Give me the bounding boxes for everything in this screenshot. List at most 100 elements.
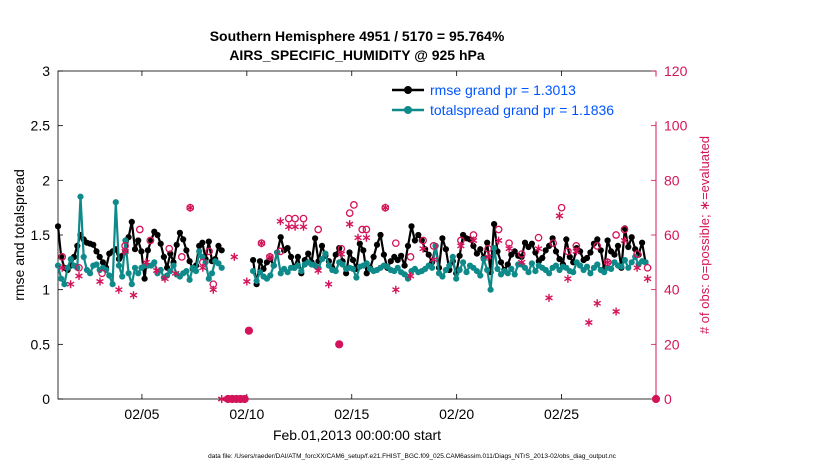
spread-point — [429, 264, 436, 271]
rmse-point — [401, 262, 408, 269]
obs-evaluated-marker — [152, 266, 161, 275]
spread-point — [363, 260, 370, 267]
legend-marker-rmse — [404, 86, 412, 94]
y-right-tick-label: 20 — [664, 336, 680, 352]
rmse-point — [256, 258, 264, 265]
spread-point — [487, 286, 494, 293]
obs-zero-marker — [244, 326, 253, 335]
rmse-point — [415, 231, 422, 239]
spread-point — [504, 270, 511, 277]
spread-point — [460, 259, 467, 266]
obs-evaluated-marker — [457, 241, 465, 250]
spread-point — [196, 248, 203, 255]
spread-point — [106, 272, 113, 279]
obs-evaluated-marker — [545, 293, 553, 302]
obs-evaluated-marker — [230, 252, 239, 261]
rmse-point — [477, 246, 484, 253]
y-tick-label: 0 — [42, 391, 50, 407]
spread-point — [473, 268, 480, 275]
legend-label-spread: totalspread grand pr = 1.1836 — [430, 102, 614, 118]
spread-point — [491, 245, 498, 252]
spread-point — [432, 242, 439, 249]
legend-marker-spread — [404, 106, 412, 114]
rmse-point — [312, 235, 319, 242]
obs-evaluated-marker — [593, 299, 602, 308]
rmse-point — [456, 252, 463, 259]
spread-point — [521, 264, 529, 271]
spread-point — [394, 264, 401, 271]
obs-possible-marker — [484, 244, 492, 253]
spread-point — [583, 263, 591, 270]
rmse-point — [199, 239, 206, 246]
rmse-point — [138, 248, 145, 255]
y-tick-label: 1 — [42, 282, 50, 298]
spread-point — [277, 270, 284, 277]
legend: rmse grand pr = 1.3013 totalspread grand… — [387, 76, 661, 122]
obs-possible-marker — [299, 214, 308, 223]
x-tick-label: 02/25 — [544, 406, 579, 422]
y-right-tick-label: 60 — [664, 227, 680, 243]
obs-evaluated-marker — [354, 233, 362, 242]
rmse-point — [131, 246, 139, 253]
spread-point — [477, 272, 484, 279]
spread-point — [54, 262, 62, 269]
spread-point — [253, 277, 260, 284]
spread-point — [577, 262, 584, 269]
obs-evaluated-marker — [345, 220, 354, 229]
rmse-point — [305, 250, 312, 257]
rmse-point — [470, 242, 477, 249]
rmse-point — [250, 257, 257, 264]
spread-point — [618, 263, 625, 270]
obs-zero-marker — [240, 394, 249, 404]
spread-point — [167, 268, 174, 275]
spread-point — [131, 264, 139, 271]
spread-point — [93, 261, 100, 268]
spread-point — [353, 274, 360, 281]
spread-point — [284, 269, 291, 276]
rmse-point — [141, 275, 148, 282]
rmse-point — [349, 257, 357, 264]
spread-point — [439, 273, 446, 280]
obs-possible-marker — [593, 242, 602, 250]
rmse-point — [128, 218, 135, 225]
obs-possible-marker — [620, 225, 629, 234]
obs-evaluated-marker — [129, 291, 138, 300]
obs-evaluated-marker — [142, 258, 150, 267]
y-right-tick-label: 100 — [664, 118, 688, 134]
obs-possible-marker — [276, 247, 285, 256]
rmse-point — [473, 250, 480, 257]
rmse-point — [380, 251, 387, 258]
obs-possible-marker — [564, 247, 572, 256]
rmse-point — [294, 253, 301, 260]
rmse-point — [532, 249, 539, 256]
obs-evaluated-marker — [284, 222, 293, 231]
obs-possible-marker — [177, 253, 186, 261]
rmse-point — [611, 251, 618, 258]
obs-evaluated-marker — [186, 203, 195, 212]
obs-possible-marker — [314, 225, 323, 234]
spread-point — [199, 253, 206, 260]
obs-possible-marker — [358, 225, 367, 234]
data-file-footnote: data file: /Users/raeder/DAI/ATM_forcXX/… — [208, 453, 617, 460]
obs-evaluated-marker — [96, 277, 104, 286]
obs-evaluated-marker — [494, 236, 503, 245]
spread-point — [332, 268, 339, 275]
spread-point — [349, 265, 357, 272]
y-axis-label-right: # of obs: o=possible; ∗=evaluated — [697, 136, 712, 334]
rmse-point — [411, 237, 418, 244]
spread-point — [128, 281, 135, 288]
spread-point — [608, 265, 615, 272]
obs-evaluated-marker — [58, 263, 67, 272]
rmse-point — [528, 240, 536, 247]
obs-possible-marker — [345, 209, 354, 217]
spread-point — [109, 281, 116, 288]
rmse-point — [54, 223, 62, 230]
obs-possible-marker — [549, 239, 558, 248]
rmse-point — [639, 239, 646, 246]
spread-point — [61, 281, 68, 288]
spread-point — [325, 262, 332, 269]
y-axis-label: rmse and totalspread — [11, 169, 27, 301]
spread-point — [87, 270, 94, 277]
obs-evaluated-marker — [362, 233, 371, 242]
